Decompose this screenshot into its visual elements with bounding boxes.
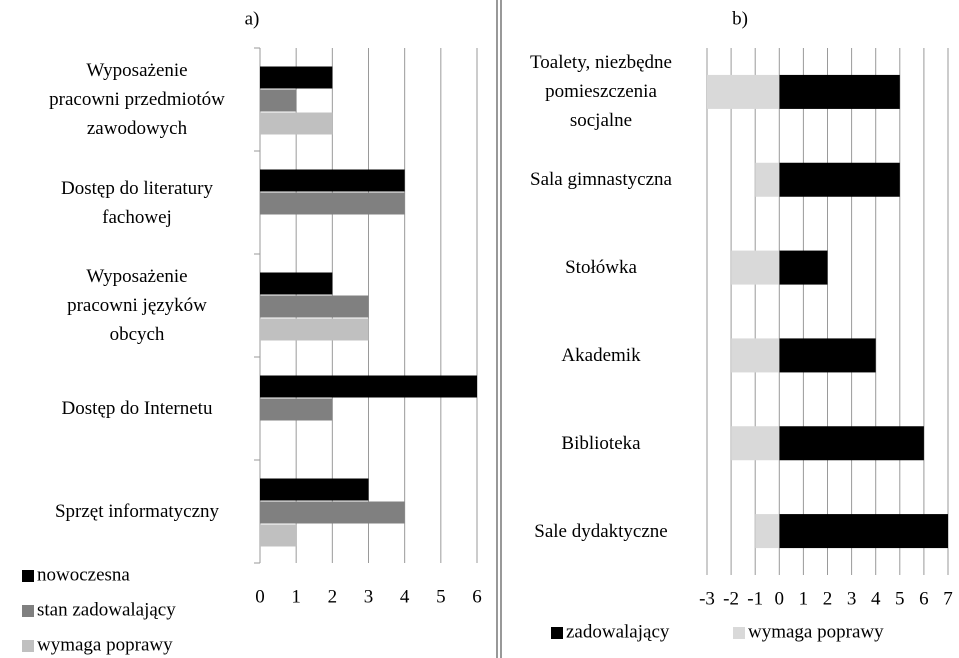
bar: [260, 318, 369, 341]
chart-title: b): [732, 8, 748, 29]
category-label: Sprzęt informatyczny: [54, 501, 220, 522]
x-tick-label: 0: [255, 586, 265, 607]
category-label: Dostęp do literatury fachowej: [61, 177, 213, 228]
bar: [260, 524, 297, 547]
bar: [260, 89, 297, 112]
bar: [260, 375, 477, 398]
bar: [260, 192, 405, 215]
bar: [755, 162, 780, 197]
x-tick-label: -1: [747, 588, 763, 609]
x-tick-label: -2: [723, 588, 739, 609]
x-tick-label: 2: [823, 588, 833, 609]
bar: [779, 514, 948, 549]
x-tick-label: 6: [472, 586, 482, 607]
chart-title: a): [245, 8, 260, 29]
bar: [260, 272, 333, 295]
x-tick-label: 0: [775, 588, 785, 609]
x-tick-label: 3: [364, 586, 374, 607]
legend-label: wymaga poprawy: [748, 621, 884, 642]
legend-label: nowoczesna: [37, 564, 130, 585]
category-label: Stołówka: [565, 257, 637, 279]
x-tick-label: -3: [699, 588, 715, 609]
bar: [260, 66, 333, 89]
bar: [260, 169, 405, 192]
category-label: Dostęp do Internetu: [61, 398, 213, 419]
x-tick-label: 7: [943, 588, 953, 609]
category-label: Akademik: [561, 344, 641, 366]
x-tick-label: 6: [919, 588, 929, 609]
legend-swatch: [22, 570, 34, 582]
bar: [779, 426, 924, 461]
legend-label: wymaga poprawy: [37, 634, 173, 655]
bar: [260, 398, 333, 421]
legend-label: zadowalający: [566, 621, 670, 642]
x-tick-label: 5: [436, 586, 446, 607]
bar: [260, 478, 369, 501]
x-tick-label: 1: [799, 588, 809, 609]
legend-swatch: [551, 627, 563, 639]
bar: [755, 514, 780, 549]
x-tick-label: 2: [328, 586, 338, 607]
x-tick-label: 4: [400, 586, 410, 607]
bar: [731, 338, 780, 373]
bar: [779, 162, 900, 197]
bar: [260, 295, 369, 318]
legend-swatch: [22, 640, 34, 652]
category-label: Sale dydaktyczne: [534, 520, 668, 542]
x-tick-label: 1: [291, 586, 301, 607]
bar: [779, 74, 900, 109]
category-label: Sala gimnastyczna: [530, 169, 672, 191]
bar: [260, 112, 333, 135]
x-tick-label: 5: [895, 588, 905, 609]
bar: [707, 74, 780, 109]
legend-label: stan zadowalający: [37, 599, 176, 620]
category-label: Biblioteka: [561, 432, 641, 454]
legend-swatch: [22, 605, 34, 617]
legend-swatch: [733, 627, 745, 639]
category-label: Wyposażenie pracowni języków obcych: [67, 266, 207, 345]
bar: [731, 426, 780, 461]
bar: [779, 250, 828, 285]
x-tick-label: 3: [847, 588, 857, 609]
bar: [260, 501, 405, 524]
category-label: Wyposażenie pracowni przedmiotów zawodow…: [49, 60, 225, 139]
category-label: Toalety, niezbędne pomieszczenia socjaln…: [530, 52, 672, 132]
x-tick-label: 4: [871, 588, 881, 609]
bar: [731, 250, 780, 285]
bar: [779, 338, 876, 373]
